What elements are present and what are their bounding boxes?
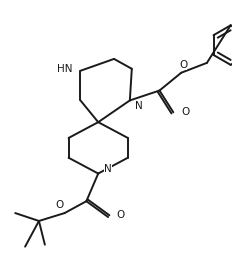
- Text: N: N: [104, 164, 112, 174]
- Text: O: O: [179, 60, 187, 70]
- Text: HN: HN: [57, 64, 72, 74]
- Text: O: O: [181, 107, 189, 117]
- Text: N: N: [135, 101, 143, 111]
- Text: O: O: [116, 210, 124, 220]
- Text: O: O: [55, 200, 64, 210]
